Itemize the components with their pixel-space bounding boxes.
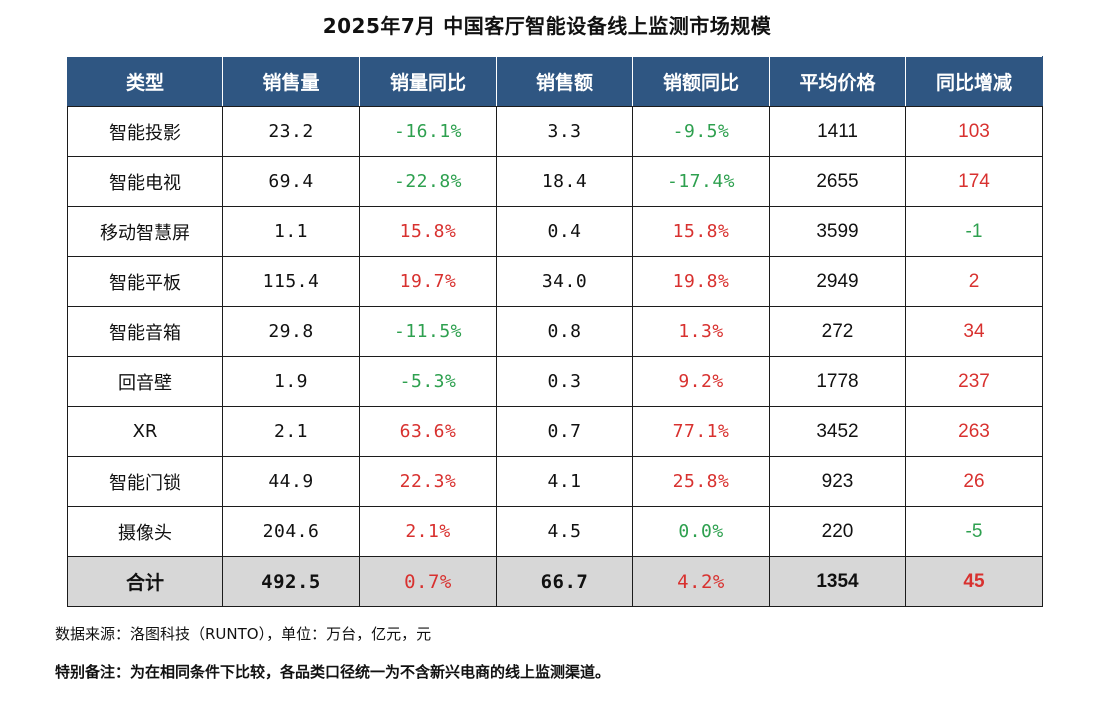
- cell-sales: 0.4: [496, 206, 633, 257]
- cell-sales-yoy: 0.0%: [632, 506, 770, 557]
- cell-volume: 492.5: [222, 556, 360, 607]
- table-row: 摄像头 204.6 2.1% 4.5 0.0% 220 -5: [67, 506, 1043, 557]
- cell-type: 移动智慧屏: [67, 206, 223, 257]
- cell-type: 智能平板: [67, 256, 223, 307]
- cell-volume-yoy: -5.3%: [359, 356, 497, 407]
- cell-volume-yoy: 63.6%: [359, 406, 497, 457]
- cell-type: 智能投影: [67, 106, 223, 157]
- cell-sales: 0.7: [496, 406, 633, 457]
- cell-price-change: 2: [905, 256, 1043, 307]
- page-title: 2025年7月 中国客厅智能设备线上监测市场规模: [322, 14, 772, 38]
- cell-avg-price: 1354: [769, 556, 906, 607]
- cell-volume: 69.4: [222, 156, 360, 207]
- cell-volume-yoy: 0.7%: [359, 556, 497, 607]
- cell-volume-yoy: 2.1%: [359, 506, 497, 557]
- cell-avg-price: 2655: [769, 156, 906, 207]
- market-size-table: 类型 销售量 销量同比 销售额 销额同比 平均价格 同比增减 智能投影 23.2-…: [67, 56, 1043, 607]
- table-body: 智能投影 23.2 -16.1% 3.3 -9.5% 1411 103 智能电视 69.4 -22…: [67, 106, 1043, 607]
- cell-volume: 204.6: [222, 506, 360, 557]
- cell-sales-yoy: 15.8%: [632, 206, 770, 257]
- cell-sales: 34.0: [496, 256, 633, 307]
- cell-volume: 44.9: [222, 456, 360, 507]
- header-type: 类型: [67, 56, 223, 107]
- cell-avg-price: 1411: [769, 106, 906, 157]
- cell-sales-yoy: -9.5%: [632, 106, 770, 157]
- table-row: 回音壁 1.9 -5.3% 0.3 9.2% 1778 237: [67, 356, 1043, 407]
- cell-sales-yoy: 25.8%: [632, 456, 770, 507]
- cell-type: 摄像头: [67, 506, 223, 557]
- cell-volume-yoy: -16.1%: [359, 106, 497, 157]
- table-row: 智能门锁 44.9 22.3% 4.1 25.8% 923 26: [67, 456, 1043, 507]
- header-sales: 销售额: [496, 56, 633, 107]
- header-volume: 销售量: [222, 56, 360, 107]
- cell-sales: 18.4: [496, 156, 633, 207]
- cell-volume: 1.1: [222, 206, 360, 257]
- cell-price-change: 26: [905, 456, 1043, 507]
- cell-avg-price: 272: [769, 306, 906, 357]
- table-row: 智能投影 23.2 -16.1% 3.3 -9.5% 1411 103: [67, 106, 1043, 157]
- cell-type: 智能门锁: [67, 456, 223, 507]
- cell-avg-price: 220: [769, 506, 906, 557]
- cell-sales-yoy: 77.1%: [632, 406, 770, 457]
- cell-sales-yoy: 4.2%: [632, 556, 770, 607]
- cell-sales-yoy: 19.8%: [632, 256, 770, 307]
- cell-price-change: -1: [905, 206, 1043, 257]
- cell-sales: 0.8: [496, 306, 633, 357]
- cell-avg-price: 3599: [769, 206, 906, 257]
- cell-sales: 4.5: [496, 506, 633, 557]
- table-row: XR 2.1 63.6% 0.7 77.1% 3452 263: [67, 406, 1043, 457]
- cell-sales: 0.3: [496, 356, 633, 407]
- cell-price-change: 34: [905, 306, 1043, 357]
- cell-sales: 4.1: [496, 456, 633, 507]
- cell-avg-price: 923: [769, 456, 906, 507]
- cell-volume-yoy: 15.8%: [359, 206, 497, 257]
- cell-volume: 29.8: [222, 306, 360, 357]
- cell-price-change: 103: [905, 106, 1043, 157]
- cell-price-change: 174: [905, 156, 1043, 207]
- header-price-change: 同比增减: [905, 56, 1043, 107]
- header-volume-yoy: 销量同比: [359, 56, 497, 107]
- header-avg-price: 平均价格: [769, 56, 906, 107]
- cell-sales-yoy: -17.4%: [632, 156, 770, 207]
- cell-volume-yoy: 19.7%: [359, 256, 497, 307]
- cell-avg-price: 3452: [769, 406, 906, 457]
- cell-volume: 1.9: [222, 356, 360, 407]
- source-note: 数据来源：洛图科技（RUNTO），单位：万台，亿元，元: [55, 625, 432, 643]
- cell-price-change: 45: [905, 556, 1043, 607]
- table-row: 移动智慧屏 1.1 15.8% 0.4 15.8% 3599 -1: [67, 206, 1043, 257]
- cell-price-change: 237: [905, 356, 1043, 407]
- cell-volume-yoy: 22.3%: [359, 456, 497, 507]
- cell-type: 合计: [67, 556, 223, 607]
- table-total-row: 合计 492.5 0.7% 66.7 4.2% 1354 45: [67, 556, 1043, 607]
- table-header-row: 类型 销售量 销量同比 销售额 销额同比 平均价格 同比增减: [67, 56, 1043, 107]
- cell-sales: 66.7: [496, 556, 633, 607]
- header-sales-yoy: 销额同比: [632, 56, 770, 107]
- table-row: 智能音箱 29.8 -11.5% 0.8 1.3% 272 34: [67, 306, 1043, 357]
- cell-type: XR: [67, 406, 223, 457]
- cell-price-change: -5: [905, 506, 1043, 557]
- cell-type: 智能音箱: [67, 306, 223, 357]
- cell-sales-yoy: 1.3%: [632, 306, 770, 357]
- cell-avg-price: 1778: [769, 356, 906, 407]
- cell-volume: 2.1: [222, 406, 360, 457]
- cell-volume: 115.4: [222, 256, 360, 307]
- cell-volume: 23.2: [222, 106, 360, 157]
- cell-avg-price: 2949: [769, 256, 906, 307]
- table-row: 智能电视 69.4 -22.8% 18.4 -17.4% 2655 174: [67, 156, 1043, 207]
- cell-type: 智能电视: [67, 156, 223, 207]
- cell-price-change: 263: [905, 406, 1043, 457]
- special-remark: 特别备注：为在相同条件下比较，各品类口径统一为不含新兴电商的线上监测渠道。: [55, 663, 611, 681]
- cell-sales: 3.3: [496, 106, 633, 157]
- cell-type: 回音壁: [67, 356, 223, 407]
- cell-volume-yoy: -22.8%: [359, 156, 497, 207]
- cell-volume-yoy: -11.5%: [359, 306, 497, 357]
- cell-sales-yoy: 9.2%: [632, 356, 770, 407]
- table-row: 智能平板 115.4 19.7% 34.0 19.8% 2949 2: [67, 256, 1043, 307]
